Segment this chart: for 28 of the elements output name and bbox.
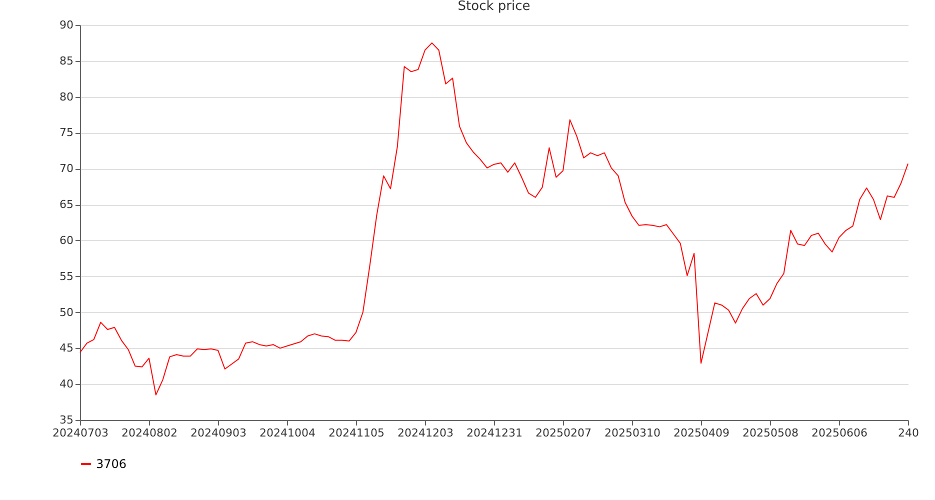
y-tick-label: 75: [60, 126, 74, 140]
x-tick-label: 20250207: [536, 426, 592, 440]
line-series: [80, 42, 908, 396]
x-tick-label: 240: [898, 426, 919, 440]
x-tick-label: 20241203: [398, 426, 454, 440]
y-tick-label: 55: [60, 270, 74, 283]
x-tick-label: 20250508: [742, 426, 798, 440]
y-tick-label: 60: [60, 234, 74, 247]
y-tick-label: 50: [60, 306, 74, 319]
legend-label: 3706: [96, 457, 127, 471]
y-tick-label: 80: [60, 90, 74, 104]
chart-title: Stock price: [458, 0, 530, 14]
x-tick-label: 20240802: [122, 426, 178, 440]
y-tick-label: 65: [60, 198, 74, 212]
x-tick-label: 20241105: [328, 426, 384, 440]
y-tick-label: 45: [60, 342, 74, 355]
y-tick-label: 40: [60, 378, 74, 391]
x-tick-label: 20240903: [190, 426, 246, 440]
x-tick-label: 20250606: [812, 426, 868, 440]
x-tick-label: 20250409: [674, 426, 730, 440]
y-tick-label: 70: [60, 162, 74, 176]
x-tick-label: 20240703: [52, 426, 108, 440]
x-tick-label: 20241004: [260, 426, 316, 440]
x-tick-label: 20241231: [466, 426, 522, 440]
x-tick-label: 20250310: [604, 426, 660, 440]
y-tick-label: 85: [60, 54, 74, 68]
y-tick-label: 35: [60, 414, 74, 426]
y-tick-label: 90: [60, 18, 74, 32]
